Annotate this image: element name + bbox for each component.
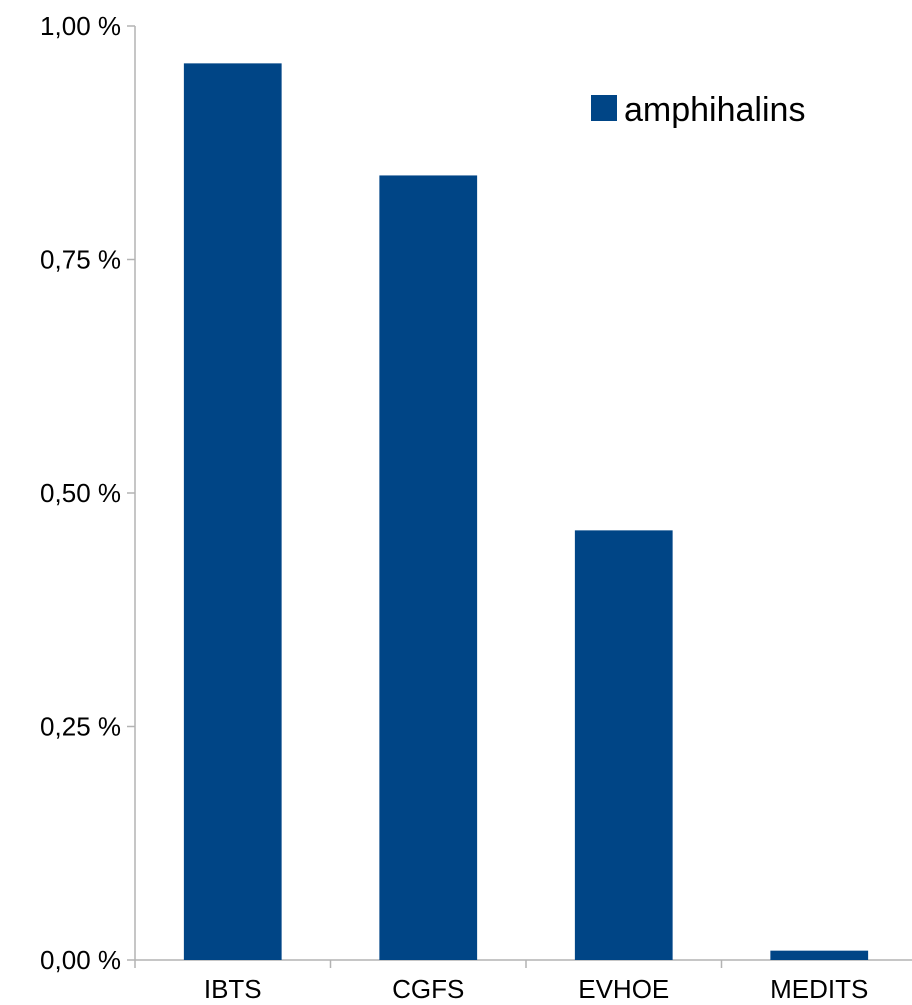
y-tick-label: 1,00 % (40, 11, 121, 41)
x-tick-label: MEDITS (770, 974, 868, 1004)
x-tick-label: CGFS (392, 974, 464, 1004)
y-tick-label: 0,75 % (40, 245, 121, 275)
y-axis-ticks: 0,00 % 0,25 % 0,50 % 0,75 % 1,00 % (40, 11, 135, 975)
bar-evhoe (574, 530, 673, 960)
y-tick-label: 0,25 % (40, 712, 121, 742)
legend-swatch (591, 95, 617, 121)
y-tick-label: 0,50 % (40, 478, 121, 508)
bar-ibts (183, 63, 282, 961)
bar-medits (770, 950, 869, 960)
legend: amphihalins (591, 91, 805, 129)
legend-label: amphihalins (624, 91, 805, 129)
x-axis-ticks: IBTS CGFS EVHOE MEDITS (134, 960, 868, 1004)
bar-cgfs (379, 175, 478, 960)
x-tick-label: IBTS (204, 974, 262, 1004)
x-tick-label: EVHOE (578, 974, 669, 1004)
bars (183, 63, 869, 961)
y-tick-label: 0,00 % (40, 945, 121, 975)
